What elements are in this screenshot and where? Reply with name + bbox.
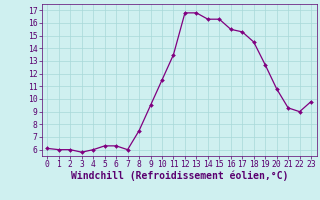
X-axis label: Windchill (Refroidissement éolien,°C): Windchill (Refroidissement éolien,°C) [70,171,288,181]
